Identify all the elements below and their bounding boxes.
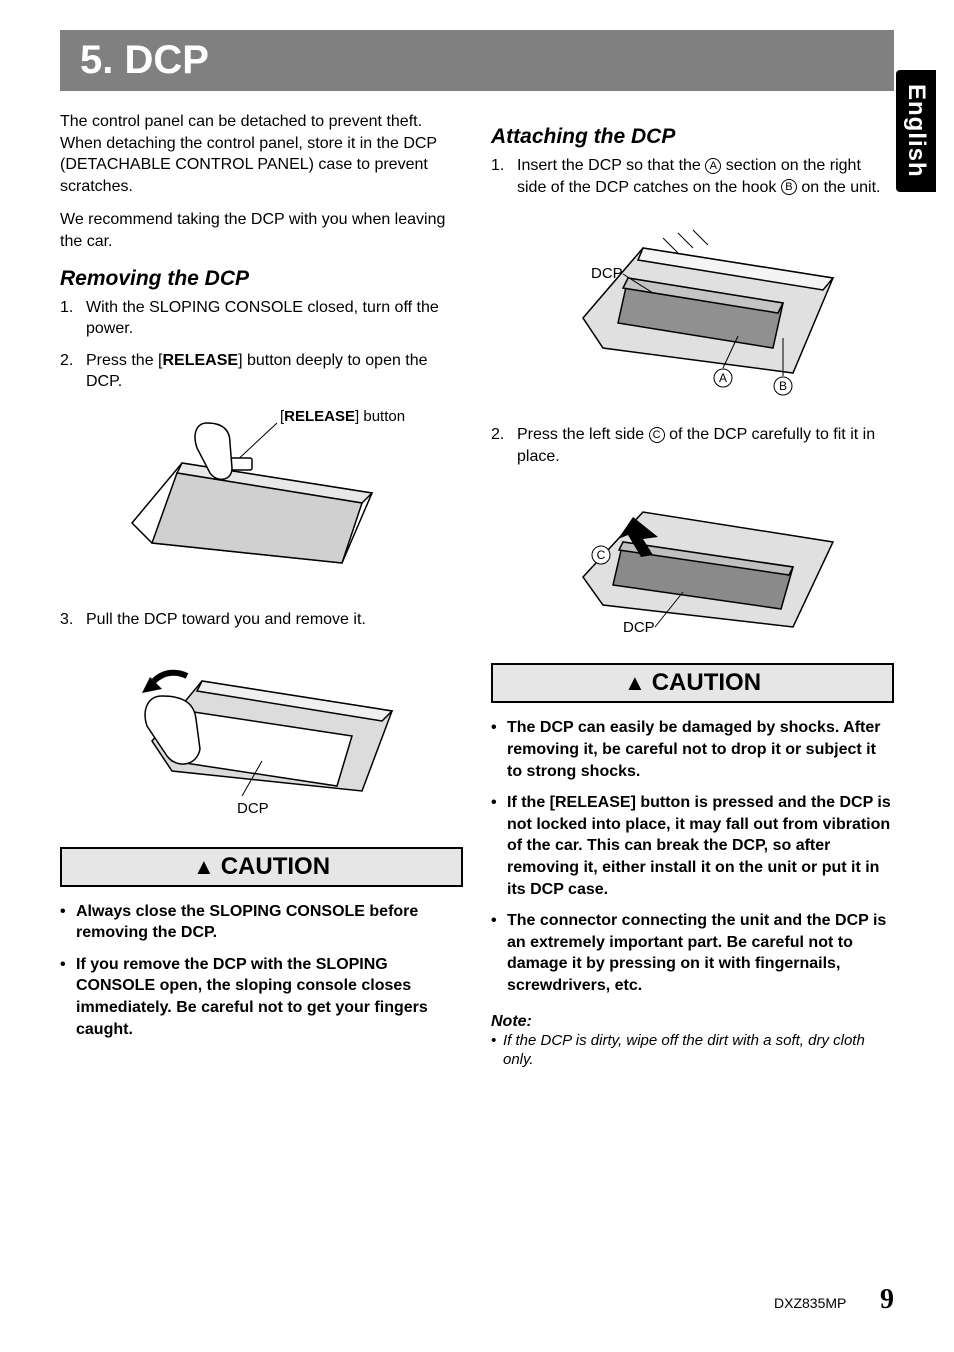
caution-title-right: CAUTION <box>652 669 761 697</box>
caution-right-1: The DCP can easily be damaged by shocks.… <box>491 717 894 782</box>
figure-attach-1: DCP A B <box>491 208 894 408</box>
page-number: 9 <box>880 1284 894 1315</box>
attaching-heading: Attaching the DCP <box>491 125 894 149</box>
right-column: Attaching the DCP Insert the DCP so that… <box>491 111 894 1070</box>
section-header: 5. DCP <box>60 30 894 91</box>
language-tab: English <box>896 70 936 192</box>
model-number: DXZ835MP <box>774 1295 846 1311</box>
caution-list-right: The DCP can easily be damaged by shocks.… <box>491 717 894 996</box>
step2-pre: Press the [ <box>86 352 162 369</box>
attaching-step-1: Insert the DCP so that the A section on … <box>491 155 894 198</box>
s1c: on the unit. <box>797 179 881 196</box>
removing-heading: Removing the DCP <box>60 267 463 291</box>
content-columns: The control panel can be detached to pre… <box>60 111 894 1070</box>
figure-release-button: [RELEASE] button <box>60 403 463 593</box>
marker-c-inline: C <box>649 427 665 443</box>
marker-a-inline: A <box>705 158 721 174</box>
caution-right-2: If the [RELEASE] button is pressed and t… <box>491 792 894 900</box>
svg-text:DCP: DCP <box>623 619 655 636</box>
svg-text:DCP: DCP <box>237 800 269 817</box>
removing-step-3: Pull the DCP toward you and remove it. <box>60 609 463 631</box>
attaching-steps-cont: Press the left side C of the DCP careful… <box>491 424 894 467</box>
caution-list-left: Always close the SLOPING CONSOLE before … <box>60 901 463 1041</box>
svg-text:DCP: DCP <box>591 265 623 282</box>
intro-paragraph-1: The control panel can be detached to pre… <box>60 111 463 197</box>
s2a: Press the left side <box>517 426 649 443</box>
s1a: Insert the DCP so that the <box>517 157 705 174</box>
step2-bold: RELEASE <box>162 352 238 369</box>
marker-b-inline: B <box>781 179 797 195</box>
removing-step-2: Press the [RELEASE] button deeply to ope… <box>60 350 463 393</box>
caution-left-2: If you remove the DCP with the SLOPING C… <box>60 954 463 1040</box>
svg-text:A: A <box>718 371 726 385</box>
note-heading: Note: <box>491 1013 894 1031</box>
warning-icon: ▲ <box>193 856 215 878</box>
attaching-step-2: Press the left side C of the DCP careful… <box>491 424 894 467</box>
caution-box-right: ▲ CAUTION <box>491 663 894 703</box>
left-column: The control panel can be detached to pre… <box>60 111 463 1070</box>
svg-text:[RELEASE] button: [RELEASE] button <box>280 408 405 425</box>
removing-step-1: With the SLOPING CONSOLE closed, turn of… <box>60 297 463 340</box>
caution-right-3: The connector connecting the unit and th… <box>491 910 894 996</box>
figure-pull-dcp: DCP <box>60 641 463 831</box>
intro-paragraph-2: We recommend taking the DCP with you whe… <box>60 209 463 252</box>
attaching-steps: Insert the DCP so that the A section on … <box>491 155 894 198</box>
caution-box-left: ▲ CAUTION <box>60 847 463 887</box>
removing-steps: With the SLOPING CONSOLE closed, turn of… <box>60 297 463 393</box>
note-body: If the DCP is dirty, wipe off the dirt w… <box>491 1031 894 1070</box>
caution-left-1: Always close the SLOPING CONSOLE before … <box>60 901 463 944</box>
svg-text:B: B <box>778 379 786 393</box>
warning-icon: ▲ <box>624 672 646 694</box>
removing-steps-cont: Pull the DCP toward you and remove it. <box>60 609 463 631</box>
svg-text:C: C <box>596 548 605 562</box>
page-footer: DXZ835MP 9 <box>774 1284 894 1316</box>
figure-attach-2: C DCP <box>491 477 894 647</box>
caution-title-left: CAUTION <box>221 853 330 881</box>
